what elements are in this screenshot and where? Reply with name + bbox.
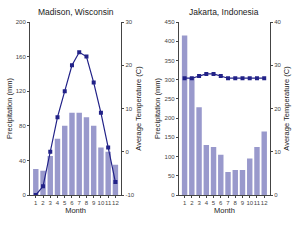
svg-text:20: 20 bbox=[125, 62, 132, 68]
svg-text:7: 7 bbox=[78, 200, 82, 206]
svg-text:8: 8 bbox=[85, 200, 89, 206]
svg-text:2: 2 bbox=[41, 200, 45, 206]
svg-text:350: 350 bbox=[165, 58, 176, 64]
svg-text:Precipitation (mm): Precipitation (mm) bbox=[153, 78, 162, 139]
svg-text:11: 11 bbox=[105, 200, 112, 206]
svg-text:Average Temperature (C): Average Temperature (C) bbox=[282, 66, 291, 151]
svg-text:-10: -10 bbox=[125, 192, 134, 198]
svg-text:4: 4 bbox=[205, 200, 209, 206]
svg-text:Month: Month bbox=[65, 206, 86, 215]
svg-text:Average Temperature (C): Average Temperature (C) bbox=[134, 66, 143, 151]
svg-text:4: 4 bbox=[56, 200, 60, 206]
svg-text:150: 150 bbox=[165, 134, 176, 140]
svg-text:300: 300 bbox=[165, 77, 176, 83]
svg-text:30: 30 bbox=[125, 19, 132, 25]
svg-text:40: 40 bbox=[19, 158, 26, 164]
svg-text:5: 5 bbox=[63, 200, 67, 206]
svg-text:40: 40 bbox=[274, 19, 281, 25]
svg-text:120: 120 bbox=[16, 88, 27, 94]
svg-text:6: 6 bbox=[70, 200, 74, 206]
svg-text:50: 50 bbox=[168, 173, 175, 179]
svg-text:20: 20 bbox=[274, 106, 281, 112]
svg-text:0: 0 bbox=[22, 192, 26, 198]
svg-text:9: 9 bbox=[241, 200, 245, 206]
svg-text:80: 80 bbox=[19, 123, 26, 129]
svg-text:5: 5 bbox=[212, 200, 216, 206]
svg-text:1: 1 bbox=[34, 200, 38, 206]
svg-text:3: 3 bbox=[49, 200, 53, 206]
svg-text:6: 6 bbox=[219, 200, 223, 206]
svg-text:3: 3 bbox=[197, 200, 201, 206]
svg-text:Precipitation (mm): Precipitation (mm) bbox=[5, 78, 14, 139]
svg-text:10: 10 bbox=[246, 200, 253, 206]
svg-text:400: 400 bbox=[165, 38, 176, 44]
svg-text:11: 11 bbox=[254, 200, 261, 206]
svg-text:0: 0 bbox=[274, 192, 278, 198]
svg-text:450: 450 bbox=[165, 19, 176, 25]
svg-text:10: 10 bbox=[98, 200, 105, 206]
svg-text:200: 200 bbox=[16, 19, 27, 25]
svg-text:12: 12 bbox=[112, 200, 119, 206]
svg-text:0: 0 bbox=[171, 192, 175, 198]
svg-text:200: 200 bbox=[165, 115, 176, 121]
svg-text:250: 250 bbox=[165, 96, 176, 102]
svg-text:9: 9 bbox=[92, 200, 96, 206]
svg-text:8: 8 bbox=[234, 200, 238, 206]
svg-text:12: 12 bbox=[261, 200, 268, 206]
svg-text:10: 10 bbox=[274, 149, 281, 155]
svg-text:Madison, Wisconsin: Madison, Wisconsin bbox=[38, 7, 114, 17]
svg-text:0: 0 bbox=[125, 149, 129, 155]
svg-text:100: 100 bbox=[165, 154, 176, 160]
svg-text:1: 1 bbox=[183, 200, 187, 206]
svg-text:30: 30 bbox=[274, 62, 281, 68]
svg-text:10: 10 bbox=[125, 106, 132, 112]
svg-text:Jakarta, Indonesia: Jakarta, Indonesia bbox=[189, 7, 259, 17]
svg-text:160: 160 bbox=[16, 54, 27, 60]
svg-text:2: 2 bbox=[190, 200, 194, 206]
svg-text:7: 7 bbox=[226, 200, 230, 206]
svg-text:Month: Month bbox=[214, 206, 235, 215]
